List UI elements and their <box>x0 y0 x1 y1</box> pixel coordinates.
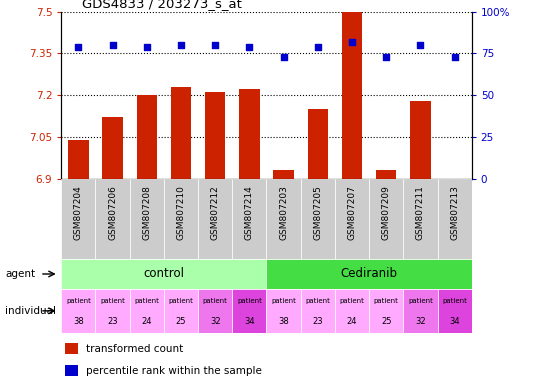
Bar <box>95 179 130 259</box>
Text: 25: 25 <box>176 318 186 326</box>
Text: patient: patient <box>134 298 159 304</box>
Bar <box>198 179 232 259</box>
Text: GSM807208: GSM807208 <box>142 185 151 240</box>
Point <box>74 43 83 50</box>
Bar <box>164 179 198 259</box>
Text: patient: patient <box>271 298 296 304</box>
Bar <box>232 289 266 333</box>
Text: patient: patient <box>374 298 399 304</box>
Bar <box>171 87 191 179</box>
Point <box>416 42 425 48</box>
Text: GSM807210: GSM807210 <box>176 185 185 240</box>
Bar <box>308 109 328 179</box>
Text: individual: individual <box>5 306 56 316</box>
Text: GSM807213: GSM807213 <box>450 185 459 240</box>
Text: patient: patient <box>237 298 262 304</box>
Bar <box>61 289 95 333</box>
Bar <box>130 289 164 333</box>
Text: agent: agent <box>5 269 36 279</box>
Bar <box>102 117 123 179</box>
Bar <box>438 289 472 333</box>
Bar <box>266 179 301 259</box>
Point <box>142 43 151 50</box>
Text: 24: 24 <box>347 318 357 326</box>
Text: 32: 32 <box>210 318 221 326</box>
Text: patient: patient <box>408 298 433 304</box>
Bar <box>369 289 403 333</box>
Text: 38: 38 <box>278 318 289 326</box>
Text: GSM807214: GSM807214 <box>245 185 254 240</box>
Bar <box>239 89 260 179</box>
Bar <box>266 289 301 333</box>
Bar <box>61 259 266 289</box>
Text: GSM807204: GSM807204 <box>74 185 83 240</box>
Text: GSM807206: GSM807206 <box>108 185 117 240</box>
Bar <box>369 179 403 259</box>
Text: 34: 34 <box>244 318 255 326</box>
Text: GSM807207: GSM807207 <box>348 185 357 240</box>
Point <box>211 42 220 48</box>
Bar <box>68 140 88 179</box>
Text: patient: patient <box>100 298 125 304</box>
Point <box>450 53 459 60</box>
Text: patient: patient <box>203 298 228 304</box>
Text: 23: 23 <box>312 318 323 326</box>
Bar <box>205 92 225 179</box>
Text: 23: 23 <box>107 318 118 326</box>
Text: patient: patient <box>66 298 91 304</box>
Bar <box>376 170 397 179</box>
Text: 25: 25 <box>381 318 391 326</box>
Text: transformed count: transformed count <box>86 344 183 354</box>
Bar <box>410 101 431 179</box>
Bar <box>164 289 198 333</box>
Text: percentile rank within the sample: percentile rank within the sample <box>86 366 262 376</box>
Bar <box>403 289 438 333</box>
Text: patient: patient <box>340 298 365 304</box>
Text: control: control <box>143 268 184 280</box>
Text: GSM807211: GSM807211 <box>416 185 425 240</box>
Bar <box>301 289 335 333</box>
Text: 34: 34 <box>449 318 460 326</box>
Bar <box>232 179 266 259</box>
Bar <box>301 179 335 259</box>
Text: GDS4833 / 203273_s_at: GDS4833 / 203273_s_at <box>82 0 241 10</box>
Bar <box>438 179 472 259</box>
Bar <box>335 289 369 333</box>
Bar <box>273 170 294 179</box>
Text: 32: 32 <box>415 318 426 326</box>
Point <box>313 43 322 50</box>
Text: patient: patient <box>168 298 193 304</box>
Text: 24: 24 <box>142 318 152 326</box>
Text: GSM807205: GSM807205 <box>313 185 322 240</box>
Point <box>348 38 356 45</box>
Point <box>245 43 254 50</box>
Text: patient: patient <box>442 298 467 304</box>
Bar <box>66 343 78 354</box>
Text: GSM807209: GSM807209 <box>382 185 391 240</box>
Bar <box>95 289 130 333</box>
Bar <box>61 179 95 259</box>
Bar <box>342 12 362 179</box>
Point <box>108 42 117 48</box>
Text: 38: 38 <box>73 318 84 326</box>
Bar <box>136 95 157 179</box>
Text: patient: patient <box>305 298 330 304</box>
Point <box>382 53 391 60</box>
Bar <box>130 179 164 259</box>
Bar <box>403 179 438 259</box>
Bar <box>266 259 472 289</box>
Bar <box>198 289 232 333</box>
Text: GSM807212: GSM807212 <box>211 185 220 240</box>
Bar <box>335 179 369 259</box>
Text: GSM807203: GSM807203 <box>279 185 288 240</box>
Bar <box>66 365 78 376</box>
Point <box>177 42 185 48</box>
Text: Cediranib: Cediranib <box>341 268 398 280</box>
Point <box>279 53 288 60</box>
